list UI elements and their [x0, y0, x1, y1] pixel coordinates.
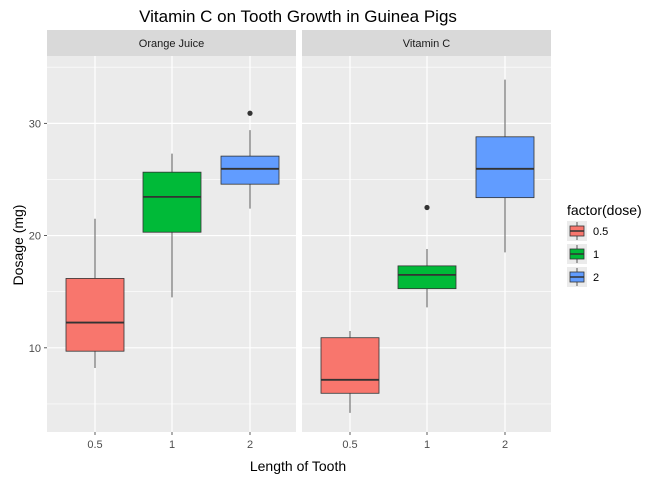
y-axis: 10 20 30 — [29, 118, 47, 355]
x-tick-label: 1 — [169, 439, 175, 451]
x-axis: 0.5 1 2 — [342, 432, 508, 451]
box-2 — [220, 110, 280, 209]
panels: Orange Juice 0.5 1 2 Vitamin C 0.5 1 2 — [47, 30, 551, 451]
facet-strip — [302, 30, 551, 56]
y-tick-label: 10 — [29, 343, 41, 355]
x-axis: 0.5 1 2 — [87, 432, 253, 451]
legend-item-0.5: 0.5 — [567, 221, 608, 241]
legend-item-2: 2 — [567, 267, 599, 287]
y-tick-label: 20 — [29, 231, 41, 243]
box-body — [220, 155, 280, 185]
facet-strip-label: Vitamin C — [403, 38, 451, 50]
box-body — [320, 337, 380, 394]
facet-strip-label: Orange Juice — [139, 38, 204, 50]
legend-label: 2 — [593, 272, 599, 284]
facet-strip — [47, 30, 296, 56]
outlier-point — [247, 110, 253, 116]
legend: factor(dose) 0.5 1 2 — [567, 202, 642, 287]
legend-label: 1 — [593, 249, 599, 261]
legend-item-1: 1 — [567, 244, 599, 264]
box-1 — [142, 153, 202, 298]
y-axis-title: Dosage (mg) — [10, 205, 26, 286]
chart-title: Vitamin C on Tooth Growth in Guinea Pigs — [139, 7, 457, 26]
box-body — [397, 265, 457, 290]
box-body — [142, 171, 202, 233]
box-0.5 — [320, 330, 380, 413]
x-tick-label: 0.5 — [87, 439, 102, 451]
box-1 — [397, 204, 457, 308]
legend-label: 0.5 — [593, 226, 608, 238]
outlier-point — [424, 204, 430, 211]
y-tick-label: 30 — [29, 118, 41, 130]
box-0.5 — [65, 218, 125, 369]
box-body — [475, 136, 535, 199]
x-tick-label: 2 — [502, 439, 508, 451]
legend-title: factor(dose) — [567, 202, 642, 218]
box-body — [65, 278, 125, 352]
x-tick-label: 0.5 — [342, 439, 357, 451]
panel-vitamin-c: Vitamin C 0.5 1 2 — [302, 30, 551, 451]
panel-orange-juice: Orange Juice 0.5 1 2 — [47, 30, 296, 451]
x-tick-label: 1 — [424, 439, 430, 451]
x-tick-label: 2 — [247, 439, 253, 451]
x-axis-title: Length of Tooth — [250, 458, 346, 474]
box-2 — [475, 79, 535, 253]
